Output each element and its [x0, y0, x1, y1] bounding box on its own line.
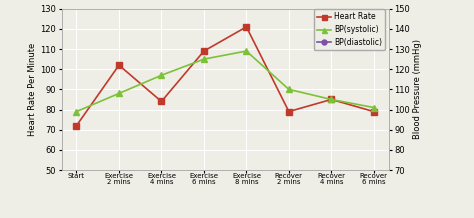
Heart Rate — [328, 98, 334, 101]
Heart Rate — [73, 124, 79, 127]
BP(diastolic) — [244, 189, 249, 192]
Heart Rate — [116, 64, 122, 66]
BP(systolic) — [328, 98, 334, 101]
BP(diastolic) — [159, 185, 164, 187]
Heart Rate — [244, 26, 249, 28]
Heart Rate — [371, 110, 377, 113]
Line: Heart Rate: Heart Rate — [74, 24, 376, 128]
BP(systolic) — [116, 92, 122, 95]
BP(systolic) — [73, 110, 79, 113]
BP(systolic) — [371, 106, 377, 109]
BP(diastolic) — [116, 187, 122, 189]
Heart Rate — [201, 50, 207, 52]
Heart Rate — [286, 110, 292, 113]
Heart Rate — [159, 100, 164, 103]
BP(diastolic) — [201, 189, 207, 192]
Line: BP(systolic): BP(systolic) — [74, 48, 376, 114]
BP(diastolic) — [73, 187, 79, 189]
Y-axis label: Blood Pressure (mmHg): Blood Pressure (mmHg) — [413, 39, 422, 139]
BP(diastolic) — [371, 187, 377, 189]
Line: BP(diastolic): BP(diastolic) — [74, 183, 376, 195]
BP(systolic) — [286, 88, 292, 91]
Y-axis label: Heart Rate Per Minute: Heart Rate Per Minute — [28, 43, 37, 136]
BP(systolic) — [244, 50, 249, 52]
Legend: Heart Rate, BP(systolic), BP(diastolic): Heart Rate, BP(systolic), BP(diastolic) — [314, 9, 385, 50]
BP(systolic) — [201, 58, 207, 60]
BP(diastolic) — [286, 187, 292, 189]
BP(systolic) — [159, 74, 164, 77]
BP(diastolic) — [328, 191, 334, 194]
